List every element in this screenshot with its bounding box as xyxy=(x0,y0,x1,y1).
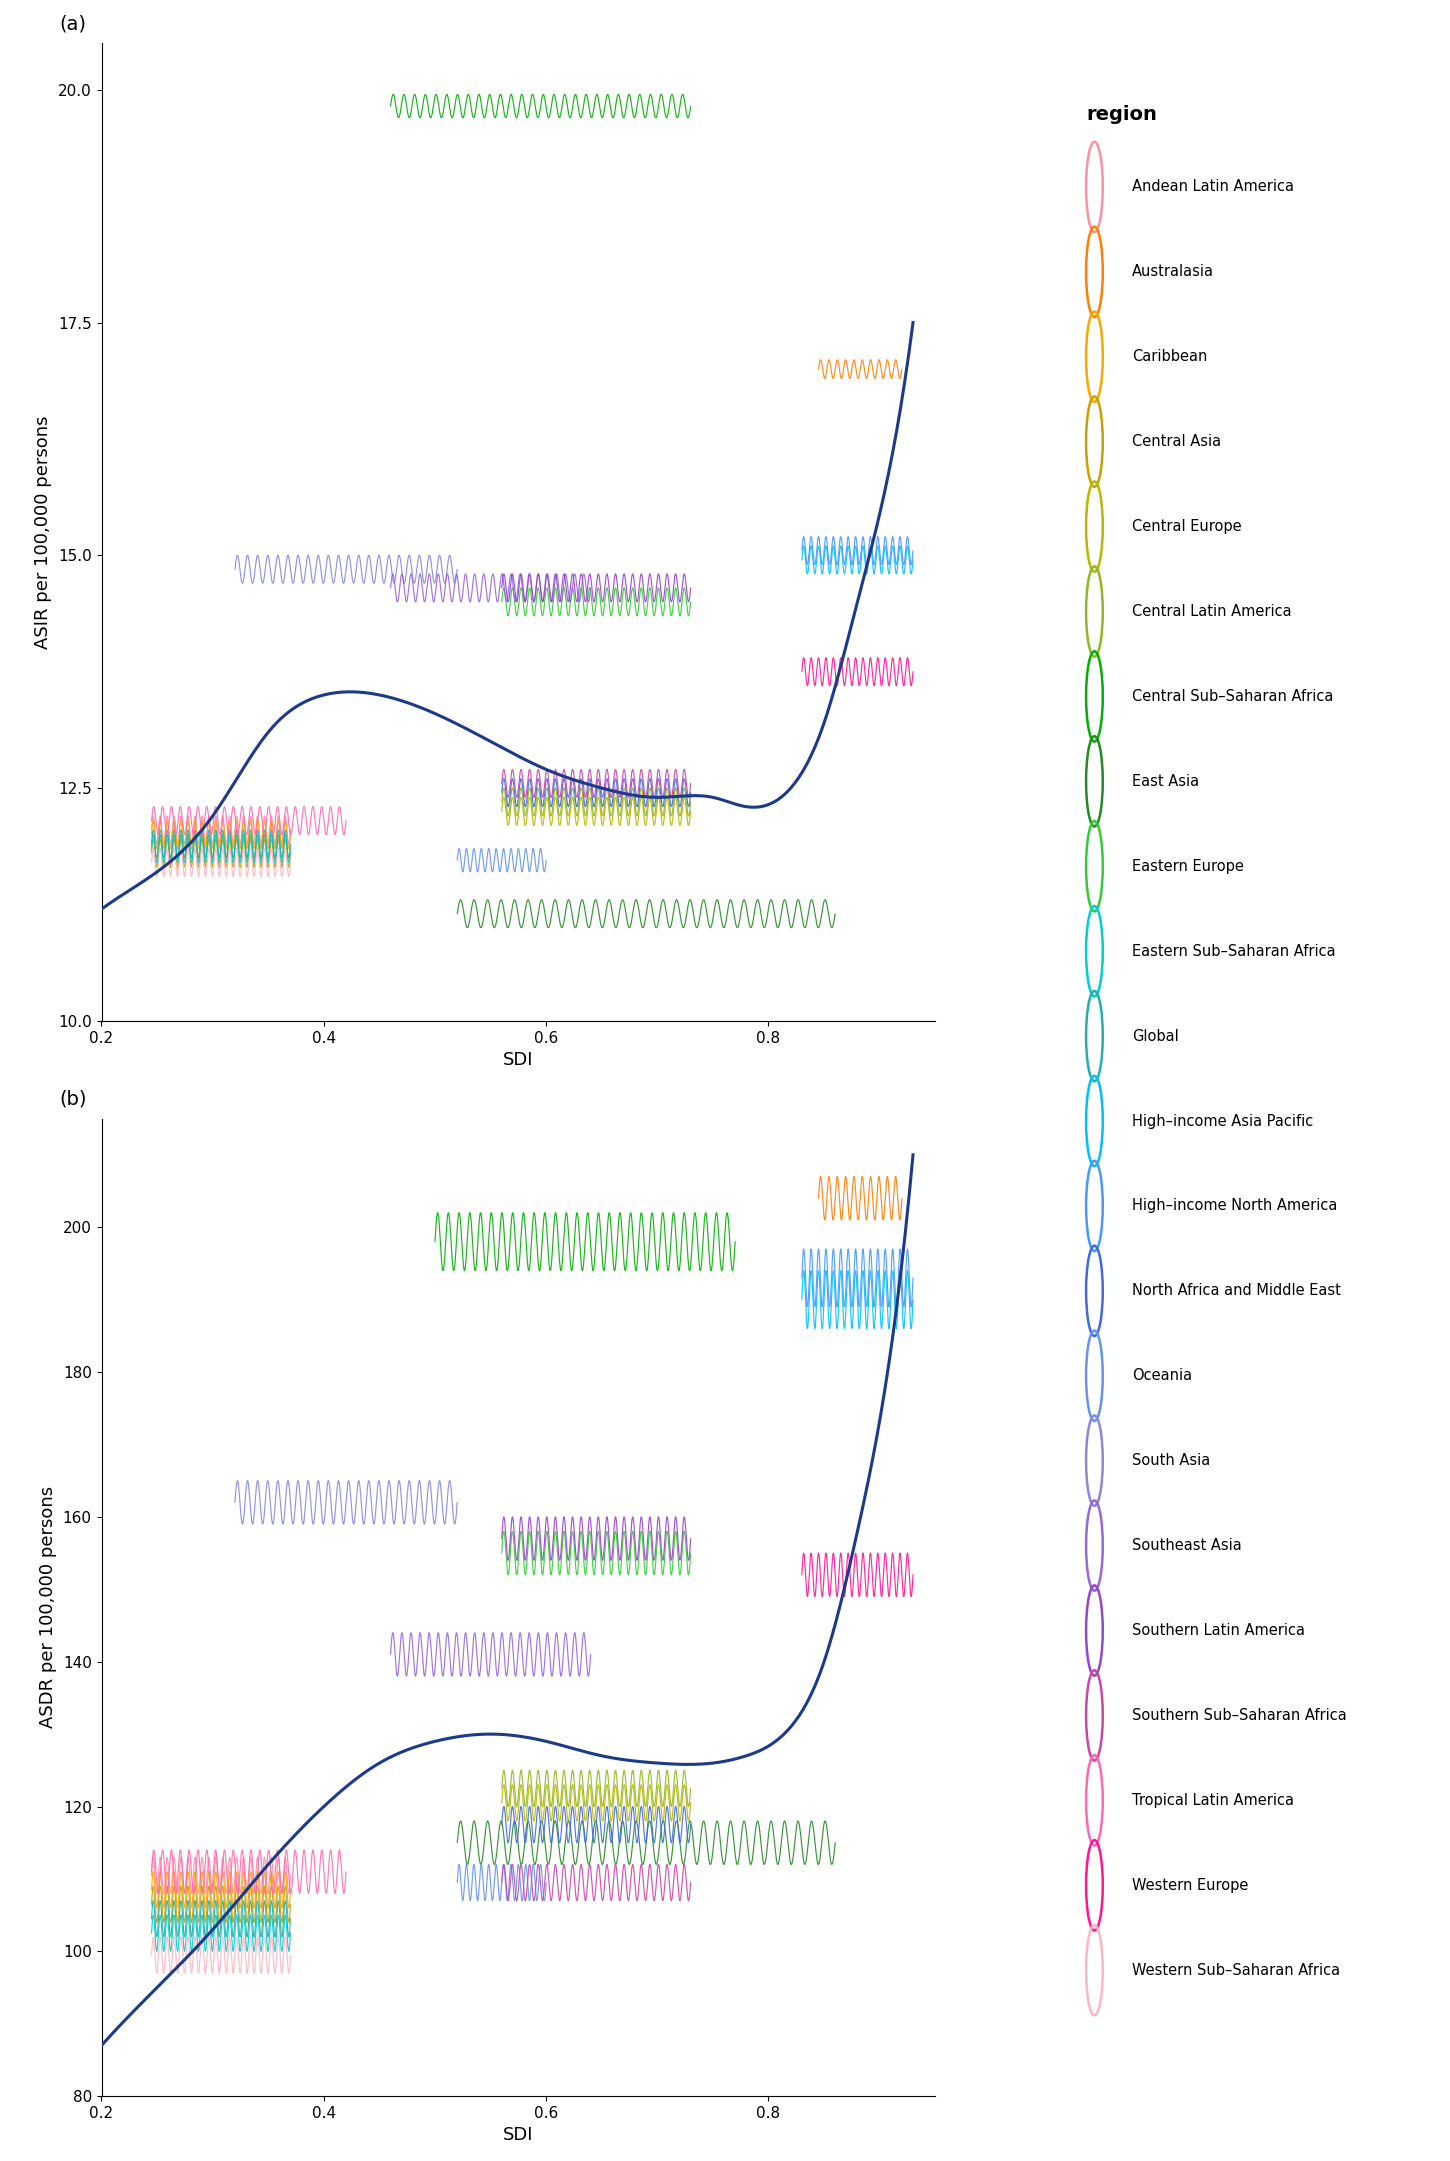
Text: High–income Asia Pacific: High–income Asia Pacific xyxy=(1132,1113,1314,1128)
Y-axis label: ASDR per 100,000 persons: ASDR per 100,000 persons xyxy=(39,1487,57,1729)
Text: (a): (a) xyxy=(59,15,87,32)
Text: Eastern Sub–Saharan Africa: Eastern Sub–Saharan Africa xyxy=(1132,944,1335,959)
Text: Southern Latin America: Southern Latin America xyxy=(1132,1623,1305,1638)
Text: Tropical Latin America: Tropical Latin America xyxy=(1132,1794,1295,1809)
Text: Southern Sub–Saharan Africa: Southern Sub–Saharan Africa xyxy=(1132,1707,1347,1722)
Text: High–income North America: High–income North America xyxy=(1132,1199,1338,1214)
Text: Western Europe: Western Europe xyxy=(1132,1878,1248,1893)
Text: South Asia: South Asia xyxy=(1132,1452,1211,1467)
Text: Western Sub–Saharan Africa: Western Sub–Saharan Africa xyxy=(1132,1962,1340,1977)
Text: Central Europe: Central Europe xyxy=(1132,519,1243,534)
Y-axis label: ASIR per 100,000 persons: ASIR per 100,000 persons xyxy=(35,415,52,648)
X-axis label: SDI: SDI xyxy=(503,2126,534,2144)
Text: East Asia: East Asia xyxy=(1132,774,1199,789)
Text: Andean Latin America: Andean Latin America xyxy=(1132,179,1295,194)
Text: Central Latin America: Central Latin America xyxy=(1132,605,1292,618)
Text: Global: Global xyxy=(1132,1029,1179,1044)
Text: Southeast Asia: Southeast Asia xyxy=(1132,1539,1243,1554)
Text: (b): (b) xyxy=(59,1089,87,1109)
Text: Oceania: Oceania xyxy=(1132,1368,1192,1383)
X-axis label: SDI: SDI xyxy=(503,1050,534,1070)
Text: Caribbean: Caribbean xyxy=(1132,350,1208,365)
Text: Central Asia: Central Asia xyxy=(1132,434,1221,449)
Text: region: region xyxy=(1088,104,1157,123)
Text: Central Sub–Saharan Africa: Central Sub–Saharan Africa xyxy=(1132,689,1334,704)
Text: Australasia: Australasia xyxy=(1132,264,1214,279)
Text: North Africa and Middle East: North Africa and Middle East xyxy=(1132,1284,1341,1299)
Text: Eastern Europe: Eastern Europe xyxy=(1132,858,1244,873)
